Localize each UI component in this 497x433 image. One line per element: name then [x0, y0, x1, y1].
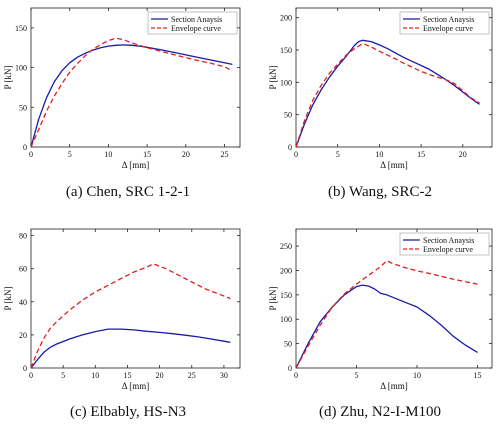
y-tick-label: 0: [288, 364, 292, 373]
x-tick-label: 0: [29, 371, 33, 380]
series-line-envelope-curve: [30, 263, 231, 369]
x-tick-label: 20: [459, 150, 467, 159]
plot-frame: [295, 7, 493, 148]
x-tick-label: 25: [188, 371, 196, 380]
x-tick-label: 15: [143, 150, 151, 159]
x-axis-label: Δ [mm]: [122, 160, 150, 170]
legend-entry: Envelope curve: [171, 24, 221, 33]
legend-box: [147, 11, 238, 35]
y-tick-label: 50: [284, 111, 292, 120]
chart-panel-3: 0 5 10 15 20 25 30 0 20 40 60 80 Δ [mm] P [kN] (c) Elb…: [3, 228, 241, 420]
series-line-section-analysis: [30, 44, 233, 148]
y-tick-label: 50: [284, 340, 292, 349]
chart-caption: (c) Elbably, HS-N3: [70, 404, 186, 420]
legend-entry: Envelope curve: [423, 245, 473, 254]
series-line-section-analysis: [295, 284, 478, 369]
y-tick-label: 150: [280, 291, 292, 300]
y-axis-label: P [kN]: [268, 66, 278, 90]
y-axis-label: P [kN]: [3, 66, 13, 90]
series-line-section-analysis: [30, 328, 231, 369]
y-tick-label: 80: [19, 232, 27, 241]
legend-entry: Section Anaysis: [423, 15, 474, 24]
x-tick-label: 15: [123, 371, 131, 380]
x-tick-label: 20: [182, 150, 190, 159]
y-tick-label: 0: [23, 364, 27, 373]
x-axis-label: Δ [mm]: [380, 381, 408, 391]
x-tick-label: 10: [375, 150, 383, 159]
y-tick-label: 200: [280, 266, 292, 275]
y-tick-label: 50: [19, 103, 27, 112]
x-tick-label: 15: [417, 150, 425, 159]
legend-entry: Section Anaysis: [171, 15, 222, 24]
legend-box: [399, 11, 490, 35]
x-tick-label: 5: [61, 371, 65, 380]
x-tick-label: 10: [413, 371, 421, 380]
x-tick-label: 30: [220, 371, 228, 380]
y-tick-label: 100: [280, 78, 292, 87]
y-tick-label: 60: [19, 265, 27, 274]
x-tick-label: 0: [294, 371, 298, 380]
x-tick-label: 10: [91, 371, 99, 380]
chart-caption: (b) Wang, SRC-2: [328, 184, 432, 200]
plot-frame: [295, 228, 493, 369]
y-tick-label: 100: [15, 64, 27, 73]
plot-frame: [30, 228, 241, 369]
x-tick-label: 0: [294, 150, 298, 159]
x-axis-label: Δ [mm]: [122, 381, 150, 391]
chart-panel-1: 0 5 10 15 20 25 0 50 100 150 Δ [mm] P [kN] Section A…: [3, 7, 241, 200]
y-tick-label: 20: [19, 331, 27, 340]
y-tick-label: 40: [19, 298, 27, 307]
series-line-section-analysis: [295, 39, 480, 148]
x-tick-label: 20: [156, 371, 164, 380]
series-line-envelope-curve: [295, 260, 478, 369]
legend-box: [399, 232, 490, 256]
y-tick-label: 0: [288, 143, 292, 152]
x-tick-label: 5: [354, 371, 358, 380]
y-axis-label: P [kN]: [268, 287, 278, 311]
y-tick-label: 100: [280, 315, 292, 324]
y-axis-label: P [kN]: [3, 287, 13, 311]
x-axis-label: Δ [mm]: [380, 160, 408, 170]
x-tick-label: 15: [473, 371, 481, 380]
y-tick-label: 150: [15, 24, 27, 33]
y-tick-label: 250: [280, 242, 292, 251]
x-tick-label: 25: [221, 150, 229, 159]
x-tick-label: 5: [68, 150, 72, 159]
y-tick-label: 200: [280, 14, 292, 23]
chart-caption: (d) Zhu, N2-I-M100: [319, 404, 441, 420]
y-tick-label: 150: [280, 46, 292, 55]
legend-entry: Section Anaysis: [423, 236, 474, 245]
y-tick-label: 0: [23, 143, 27, 152]
x-tick-label: 0: [29, 150, 33, 159]
plot-frame: [30, 7, 241, 148]
series-line-envelope-curve: [30, 37, 233, 148]
legend-entry: Envelope curve: [423, 24, 473, 33]
chart-caption: (a) Chen, SRC 1-2-1: [66, 184, 190, 200]
x-tick-label: 10: [104, 150, 112, 159]
series-line-envelope-curve: [295, 42, 480, 148]
x-tick-label: 5: [336, 150, 340, 159]
